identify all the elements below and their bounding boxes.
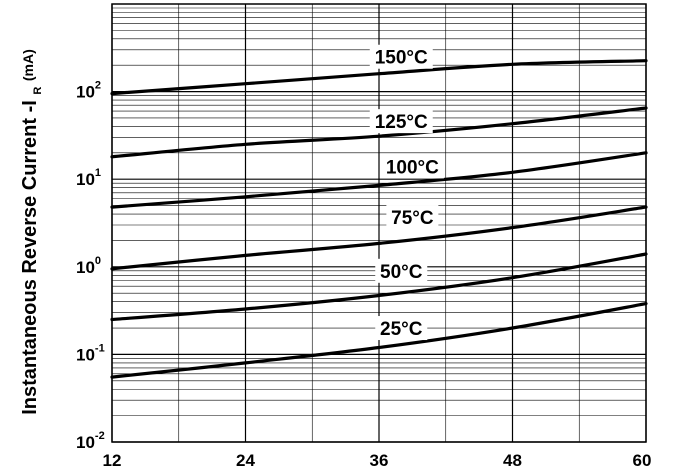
series-line [110, 302, 648, 379]
series-label: 125°C [375, 112, 428, 133]
y-tick-base: 10 [76, 433, 95, 452]
y-tick-base: 10 [76, 345, 95, 364]
y-tick-base: 10 [76, 258, 95, 277]
series-label-background [369, 109, 433, 134]
y-tick-label: 100 [76, 255, 101, 277]
series-label: 100°C [386, 157, 439, 178]
x-tick-label: 24 [236, 451, 255, 470]
plot-frame [111, 3, 647, 443]
y-tick-exponent: 1 [95, 167, 101, 179]
y-axis-label-main: Instantaneous Reverse Current -I [19, 100, 41, 415]
series-label-background [375, 258, 428, 283]
series-curves [110, 59, 648, 379]
y-axis-label-unit: (mA) [20, 49, 36, 81]
series-label: 50°C [380, 262, 423, 283]
series-line [110, 205, 648, 271]
series-labels: 150°C 125°C 100°C 75°C 50°C 25°C [369, 44, 444, 341]
y-axis-label: Instantaneous Reverse Current -I R (mA) [19, 49, 46, 415]
y-tick-exponent: 0 [95, 255, 101, 267]
series-line [110, 59, 648, 96]
x-tick-label: 60 [633, 451, 652, 470]
y-tick-label: 10-2 [76, 430, 105, 452]
x-tick-label: 36 [370, 451, 389, 470]
series-label-background [380, 154, 444, 179]
series-label-background [386, 205, 439, 230]
major-grid [111, 4, 647, 443]
y-tick-label: 102 [76, 80, 101, 102]
y-tick-label: 101 [76, 167, 101, 189]
x-tick-labels: 12 24 36 48 60 [103, 451, 652, 470]
y-tick-exponent: -1 [95, 342, 105, 354]
series-label-background [375, 316, 428, 341]
series-line [110, 252, 648, 322]
series-line [110, 151, 648, 209]
series-label: 150°C [375, 48, 428, 69]
y-tick-label: 10-1 [76, 342, 105, 364]
series-label: 25°C [380, 319, 423, 340]
y-axis-label-subscript: R [32, 87, 44, 95]
y-tick-exponent: -2 [95, 430, 105, 442]
series-label: 75°C [391, 208, 434, 229]
y-tick-exponent: 2 [95, 80, 101, 92]
y-tick-base: 10 [76, 83, 95, 102]
series-label-background [369, 44, 433, 69]
series-line [110, 106, 648, 159]
x-tick-label: 48 [503, 451, 522, 470]
y-tick-base: 10 [76, 170, 95, 189]
x-tick-label: 12 [103, 451, 122, 470]
